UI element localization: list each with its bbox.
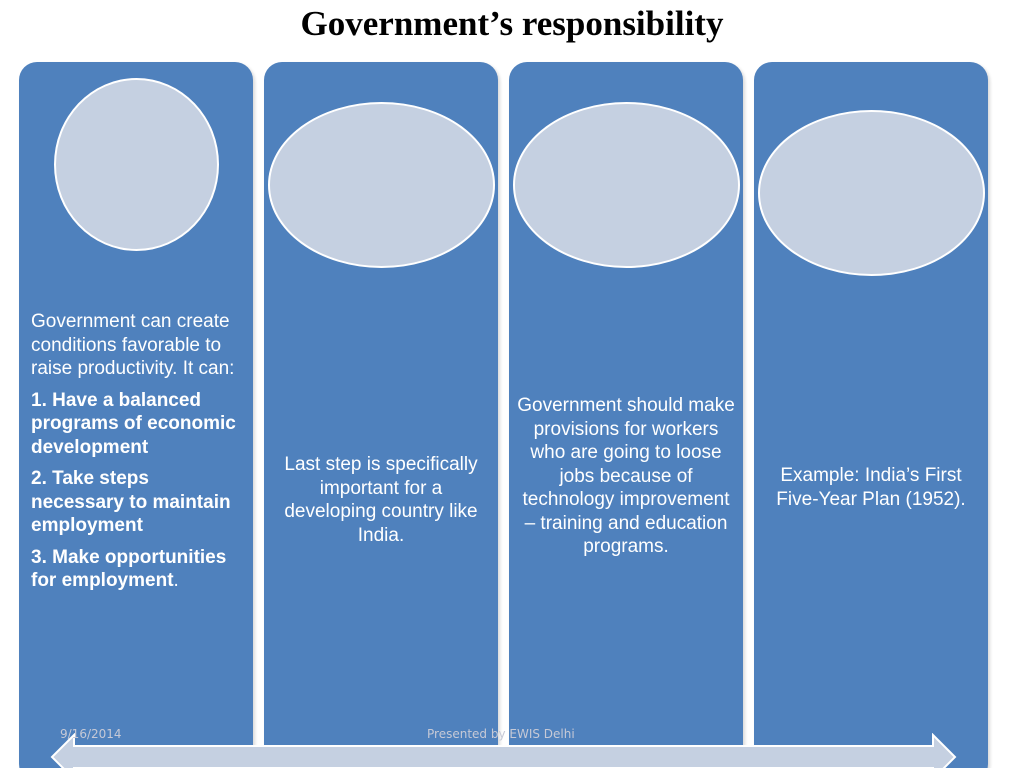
double-arrow-icon: [50, 733, 957, 768]
panel-4: Example: India’s First Five-Year Plan (1…: [754, 62, 988, 768]
panel-4-circle: [758, 110, 985, 276]
panel-3: Government should make provisions for wo…: [509, 62, 743, 768]
panel-1-item-3-text: 3. Make opportunities for employment: [31, 546, 227, 592]
panel-1: Government can create conditions favorab…: [19, 62, 253, 768]
panel-1-item-3-suffix: .: [173, 570, 179, 591]
footer-date: 9/16/2014: [60, 727, 122, 741]
panel-4-text: Example: India’s First Five-Year Plan (1…: [776, 465, 966, 510]
panel-1-item-1: 1. Have a balanced programs of economic …: [31, 389, 236, 458]
footer-presenter: Presented by EWIS Delhi: [427, 727, 575, 741]
panel-1-circle: [54, 78, 219, 251]
panel-1-item-2: 2. Take steps necessary to maintain empl…: [31, 468, 231, 536]
double-arrow-shape: [50, 733, 957, 768]
panel-1-intro: Government can create conditions favorab…: [31, 311, 235, 379]
panel-3-circle: [513, 102, 740, 268]
panel-2-circle: [268, 102, 495, 268]
panel-3-text: Government should make provisions for wo…: [517, 395, 735, 557]
slide-title: Government’s responsibility: [300, 4, 724, 43]
panel-1-item-3: 3. Make opportunities for employment.: [31, 546, 246, 593]
panel-2: Last step is specifically important for …: [264, 62, 498, 768]
panel-2-text: Last step is specifically important for …: [284, 454, 478, 546]
panel-1-text: Government can create conditions favorab…: [31, 310, 246, 593]
